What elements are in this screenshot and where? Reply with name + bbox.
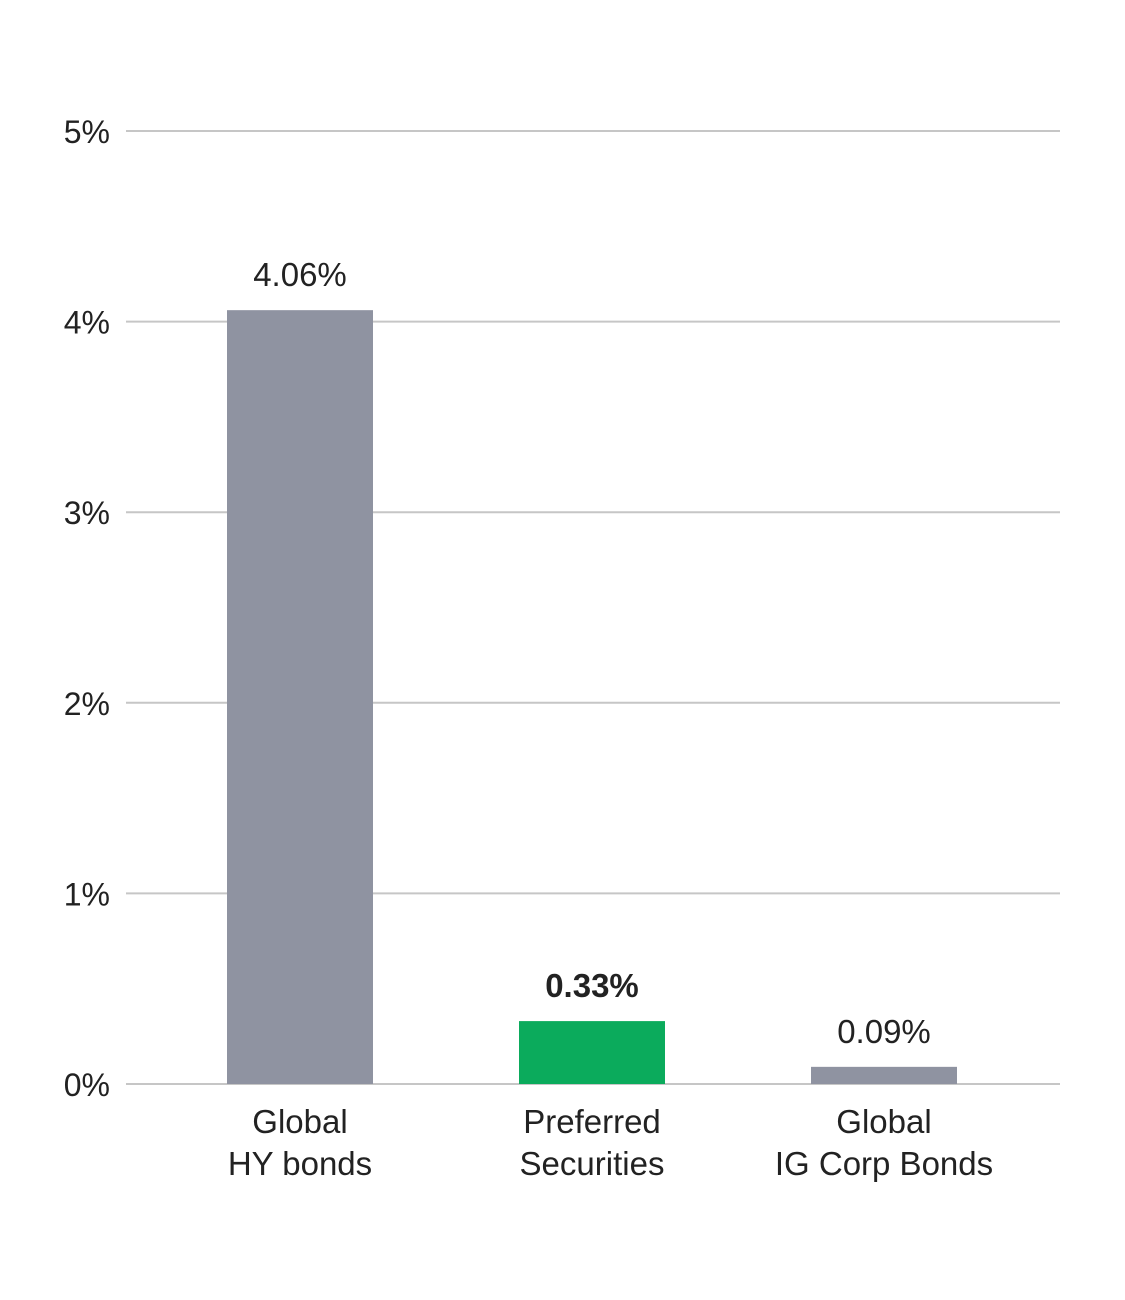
data-label: 4.06%	[253, 256, 347, 293]
data-label: 0.09%	[837, 1013, 931, 1050]
x-axis-category-labels: Global HY bonds Preferred Securities Global I…	[228, 1103, 993, 1182]
y-axis-tick-labels: 0% 1% 2% 3% 4% 5%	[64, 114, 110, 1103]
y-tick-label: 0%	[64, 1067, 110, 1103]
bar	[227, 310, 373, 1084]
data-labels: 4.06% 0.33% 0.09%	[253, 256, 931, 1050]
y-tick-label: 5%	[64, 114, 110, 150]
y-tick-label: 2%	[64, 686, 110, 722]
y-tick-label: 1%	[64, 876, 110, 912]
x-category-label: Preferred	[523, 1103, 661, 1140]
x-category-label: Global	[836, 1103, 931, 1140]
y-tick-label: 3%	[64, 495, 110, 531]
x-category-label: Global	[252, 1103, 347, 1140]
y-tick-label: 4%	[64, 305, 110, 341]
x-category-label: Securities	[520, 1145, 665, 1182]
bar	[519, 1021, 665, 1084]
data-label: 0.33%	[545, 967, 639, 1004]
bars	[227, 310, 957, 1084]
x-category-label: HY bonds	[228, 1145, 372, 1182]
x-category-label: IG Corp Bonds	[775, 1145, 993, 1182]
bar	[811, 1066, 957, 1084]
